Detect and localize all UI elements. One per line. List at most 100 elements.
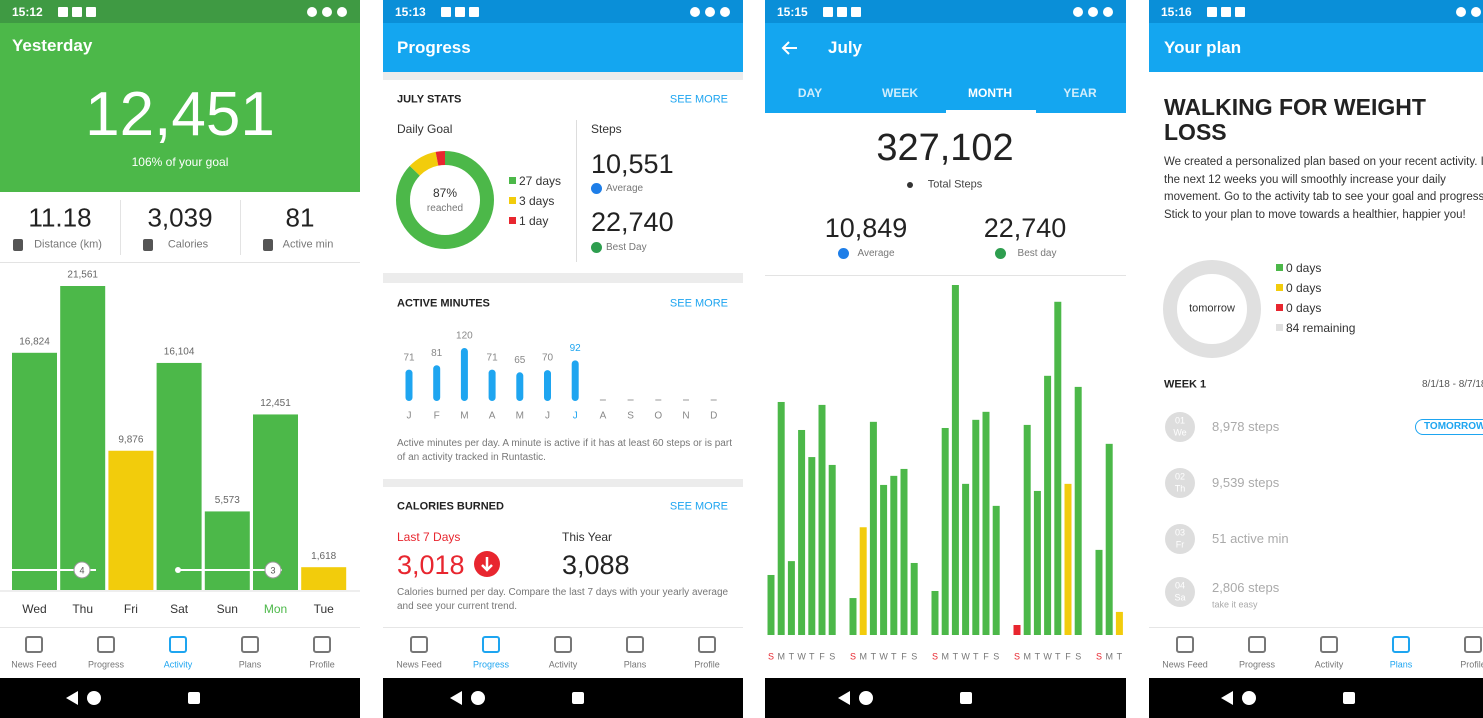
nav-label[interactable]: News Feed: [396, 659, 442, 670]
back-button: [838, 691, 850, 705]
system-nav: [765, 678, 1126, 718]
day-label: W: [1043, 651, 1052, 661]
see-more-link[interactable]: SEE MORE: [669, 297, 728, 310]
stat-icon: [143, 239, 153, 251]
recents-button: [960, 692, 972, 704]
nav-label[interactable]: Activity: [163, 659, 193, 670]
nav-label[interactable]: News Feed: [1162, 659, 1208, 670]
total-steps: 327,102: [876, 127, 1014, 170]
nav-label[interactable]: Profile: [694, 659, 720, 670]
legend-swatch: [1276, 264, 1283, 271]
day-label: Thu: [72, 602, 93, 616]
header: [0, 23, 360, 192]
stat-icon: [263, 239, 273, 251]
day-name: Th: [1174, 483, 1186, 494]
nav-label[interactable]: Progress: [1238, 659, 1276, 670]
month-label: M: [516, 411, 524, 422]
bar: [571, 360, 579, 401]
day-label: F: [819, 651, 825, 661]
nav-label[interactable]: Profile: [1460, 659, 1483, 670]
day-label: W: [961, 651, 970, 661]
nav-label[interactable]: Activity: [1314, 659, 1344, 670]
stats-divider: [240, 200, 241, 255]
goal-marker-label: 4: [79, 565, 84, 575]
day-name: Fr: [1175, 539, 1185, 550]
bar-value-label: 12,451: [260, 398, 291, 409]
back-arrow[interactable]: [781, 41, 797, 55]
day-label: S: [911, 651, 917, 661]
nav-label[interactable]: Plans: [1389, 659, 1413, 670]
donut-segment: [396, 151, 494, 249]
nav-bar: [1149, 627, 1483, 679]
nav-label[interactable]: Profile: [309, 659, 335, 670]
month-label: D: [710, 411, 717, 422]
progress-screen: 71 J 81 F 120 M 71 A 65 M 70 J 92 J A S O N D 15:13 Progress…: [383, 0, 743, 718]
see-more-link[interactable]: SEE MORE: [669, 93, 728, 106]
bar: [1054, 301, 1062, 635]
label: Last 7 Days: [397, 529, 461, 544]
nav-label[interactable]: News Feed: [11, 659, 57, 670]
nav-label[interactable]: Plans: [623, 659, 647, 670]
bar-value-label: 65: [514, 355, 526, 366]
day-label: Fri: [124, 602, 138, 616]
goal-percent: 106% of your goal: [131, 154, 229, 169]
header: [1149, 23, 1483, 72]
month-label: N: [682, 411, 689, 422]
plan-screen: 15:16 Your plan WALKING FOR WEIGHT LOSS We …: [1149, 0, 1483, 718]
bar: [982, 411, 990, 635]
tab[interactable]: WEEK: [882, 85, 918, 100]
bar-value-label: 81: [431, 348, 443, 359]
day-label: W: [797, 651, 806, 661]
day-label: T: [1055, 651, 1061, 661]
month-label: S: [627, 411, 634, 422]
status-icon: [720, 7, 730, 17]
recents-button: [572, 692, 584, 704]
bar: [890, 475, 898, 635]
status-icon: [58, 7, 68, 17]
legend-swatch: [1276, 324, 1283, 331]
day-label: T: [871, 651, 877, 661]
nav-label[interactable]: Activity: [548, 659, 578, 670]
day-name: Sa: [1174, 592, 1186, 603]
bar: [60, 286, 106, 590]
day-label: M: [941, 651, 949, 661]
day-label: T: [953, 651, 959, 661]
day-label: T: [891, 651, 897, 661]
status-icon: [705, 7, 715, 17]
day-label: Mon: [264, 602, 287, 616]
card-heading: JULY STATS: [397, 93, 462, 106]
legend-swatch: [1276, 284, 1283, 291]
best-label: Best day: [1017, 248, 1057, 259]
status-icon: [337, 7, 347, 17]
day-label: Wed: [22, 602, 46, 616]
bar: [787, 561, 795, 635]
legend-label: 0 days: [1286, 280, 1322, 295]
nav-label[interactable]: Plans: [238, 659, 262, 670]
bar: [951, 285, 959, 635]
nav-label[interactable]: Progress: [472, 659, 510, 670]
legend-label: 0 days: [1286, 300, 1322, 315]
bar: [869, 421, 877, 635]
see-more-link[interactable]: SEE MORE: [669, 500, 728, 513]
bar-value-label: 92: [570, 343, 582, 354]
status-bar: [383, 0, 743, 23]
status-icon: [1103, 7, 1113, 17]
caption: Calories burned per day. Compare the las…: [397, 587, 729, 612]
nav-icon: [626, 636, 644, 653]
nav-label[interactable]: Progress: [87, 659, 125, 670]
day-number: 04: [1174, 580, 1186, 591]
stat-icon: [13, 239, 23, 251]
bar: [1095, 549, 1103, 635]
day-label: W: [879, 651, 888, 661]
tab[interactable]: MONTH: [968, 85, 1012, 100]
bar-value-label: 120: [456, 331, 473, 342]
legend-swatch: [509, 197, 516, 204]
nav-icon: [169, 636, 187, 653]
nav-icon: [698, 636, 716, 653]
day-label: T: [809, 651, 815, 661]
tab-indicator: [946, 110, 1036, 113]
tab[interactable]: YEAR: [1063, 85, 1097, 100]
stat-label: Calories: [167, 238, 209, 251]
tab[interactable]: DAY: [797, 85, 823, 100]
